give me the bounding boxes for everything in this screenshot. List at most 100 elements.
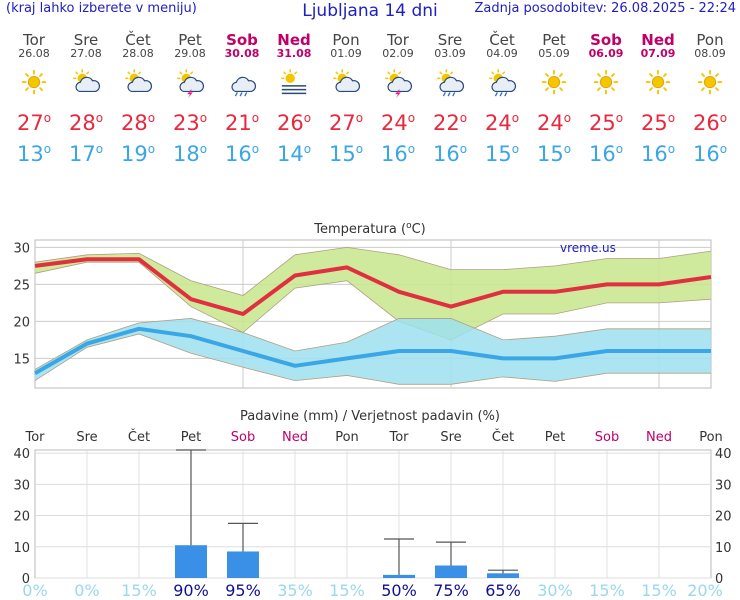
partly-cloudy-icon xyxy=(333,69,361,93)
temp-max: 24o xyxy=(380,111,416,135)
y-tick-label-right: 10 xyxy=(715,541,732,556)
temp-min: 16o xyxy=(692,142,728,166)
sun-icon xyxy=(593,69,619,95)
day-date: 05.09 xyxy=(538,47,570,60)
day-date: 26.08 xyxy=(18,47,50,60)
precip-probability: 0% xyxy=(74,581,99,600)
temp-max: 26o xyxy=(692,111,728,135)
x-category-label: Pet xyxy=(545,430,565,445)
precip-probability: 50% xyxy=(381,581,417,600)
x-category-label: Ned xyxy=(646,430,672,445)
forecast-day: Pet 29.08 23o 18o xyxy=(164,32,216,168)
x-category-label: Ned xyxy=(282,430,308,445)
day-name: Čet xyxy=(125,31,151,49)
precip-probability: 30% xyxy=(537,581,573,600)
min-range-band xyxy=(35,318,711,385)
temp-min: 16o xyxy=(224,142,260,166)
y-tick-label: 15 xyxy=(13,352,30,367)
precipitation-chart: Padavine (mm) / Verjetnost padavin (%) To… xyxy=(13,409,732,600)
temp-max: 21o xyxy=(224,111,260,135)
y-tick-label-left: 0 xyxy=(22,572,30,587)
page-title: Ljubljana 14 dni xyxy=(302,1,438,21)
precip-probability: 35% xyxy=(277,581,313,600)
temp-max: 24o xyxy=(536,111,572,135)
precip-bar xyxy=(383,574,415,578)
day-name: Pet xyxy=(542,31,566,49)
x-category-label: Sre xyxy=(440,430,461,445)
forecast-day: Sob 06.09 25o 16o xyxy=(580,32,632,168)
max-range-band-edge xyxy=(34,261,712,341)
forecast-day: Ned 31.08 26o 14o xyxy=(268,32,320,168)
precip-probability: 15% xyxy=(121,581,157,600)
y-tick-label-right: 20 xyxy=(715,510,732,525)
min-range-band-edge xyxy=(34,333,711,385)
temp-min: 14o xyxy=(276,142,312,166)
day-name: Tor xyxy=(387,31,409,49)
day-name: Sob xyxy=(226,31,258,49)
precip-probability: 95% xyxy=(225,581,261,600)
day-name: Sob xyxy=(590,31,622,49)
sun-thunder-icon xyxy=(385,69,413,98)
day-date: 01.09 xyxy=(330,47,362,60)
x-category-label: Pon xyxy=(699,430,723,445)
sun-icon xyxy=(21,69,47,95)
precip-probability: 75% xyxy=(433,581,469,600)
x-category-label: Sob xyxy=(231,430,255,445)
series-max-line xyxy=(34,257,712,316)
temp-max: 28o xyxy=(68,111,104,135)
y-tick-label-left: 10 xyxy=(13,541,30,556)
day-date: 08.09 xyxy=(694,47,726,60)
temp-min: 16o xyxy=(640,142,676,166)
day-date: 31.08 xyxy=(276,47,312,60)
temp-max: 22o xyxy=(432,111,468,135)
precip-bar xyxy=(175,545,207,578)
day-name: Sre xyxy=(73,31,99,49)
temp-min: 15o xyxy=(484,142,520,166)
forecast-day: Sre 27.08 28o 17o xyxy=(60,32,112,168)
rain-icon xyxy=(231,76,257,97)
x-category-label: Tor xyxy=(388,430,409,445)
temp-min: 19o xyxy=(120,142,156,166)
y-tick-label-left: 40 xyxy=(13,447,30,462)
forecast-day: Tor 26.08 27o 13o xyxy=(8,32,60,168)
x-category-label: Pet xyxy=(181,430,201,445)
y-tick-label-left: 20 xyxy=(13,510,30,525)
day-name: Ned xyxy=(641,31,675,49)
x-category-label: Pon xyxy=(335,430,359,445)
x-category-label: Sre xyxy=(76,430,97,445)
forecast-day: Sob 30.08 21o 16o xyxy=(216,32,268,168)
last-updated: Zadnja posodobitev: 26.08.2025 - 22:24 xyxy=(474,1,736,16)
day-date: 04.09 xyxy=(486,47,518,60)
sun-rain-icon xyxy=(437,69,465,97)
temp-max: 26o xyxy=(276,111,312,135)
precip-bar xyxy=(435,565,467,578)
temp-max: 24o xyxy=(484,111,520,135)
day-date: 02.09 xyxy=(382,47,414,60)
precip-probability: 65% xyxy=(485,581,521,600)
forecast-day: Ned 07.09 25o 16o xyxy=(632,32,684,168)
precip-probability: 90% xyxy=(173,581,209,600)
y-tick-label: 20 xyxy=(13,315,30,330)
y-tick-label-right: 0 xyxy=(715,572,723,587)
temp-max: 23o xyxy=(172,111,208,135)
day-name: Pon xyxy=(332,31,360,49)
temp-min: 15o xyxy=(328,142,364,166)
chart-title: Padavine (mm) / Verjetnost padavin (%) xyxy=(240,409,500,424)
precip-probability: 20% xyxy=(687,581,723,600)
precip-bar xyxy=(227,551,259,578)
day-name: Pet xyxy=(178,31,202,49)
sun-icon xyxy=(541,69,567,95)
sun-icon xyxy=(645,69,671,95)
forecast-day: Čet 28.08 28o 19o xyxy=(112,32,164,168)
temp-max: 27o xyxy=(16,111,52,135)
y-tick-label-right: 40 xyxy=(715,447,732,462)
forecast-day: Pon 08.09 26o 16o xyxy=(684,32,736,168)
max-range-band-edge xyxy=(34,246,712,296)
day-date: 07.09 xyxy=(640,47,676,60)
day-name: Sre xyxy=(437,31,463,49)
plot-area xyxy=(34,449,712,579)
day-date: 06.09 xyxy=(588,47,624,60)
precip-probability: 0% xyxy=(22,581,47,600)
temperature-chart: Temperatura (oC) 15 20 25 30 vreme.us xyxy=(13,221,712,389)
y-tick-label-left: 30 xyxy=(13,478,30,493)
